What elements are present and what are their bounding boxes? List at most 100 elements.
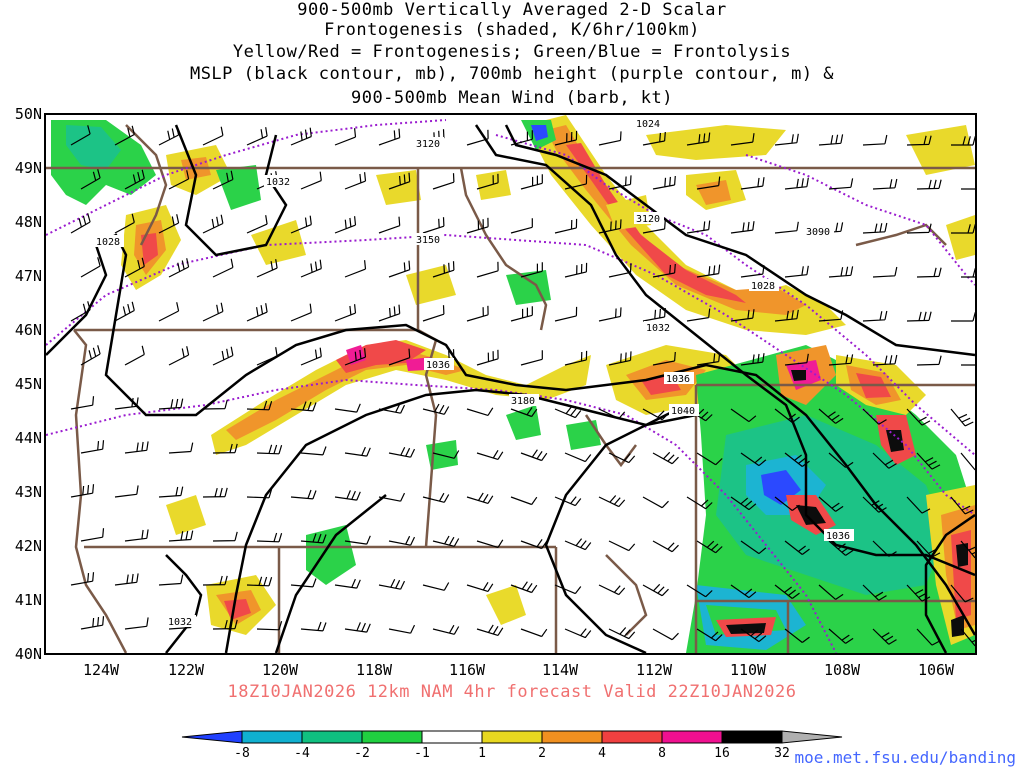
wind-barb bbox=[70, 484, 95, 498]
mslp-label-1024: 1024 bbox=[636, 119, 660, 130]
wind-barb bbox=[520, 628, 548, 638]
credit-link[interactable]: moe.met.fsu.edu/banding bbox=[794, 748, 1016, 767]
mslp-contour-1036-south bbox=[224, 388, 697, 653]
wind-barb bbox=[696, 176, 721, 190]
wind-barb bbox=[740, 265, 765, 278]
wind-barb bbox=[818, 584, 844, 600]
lon-label-106w: 106W bbox=[917, 661, 955, 679]
wind-barb bbox=[476, 349, 499, 366]
wind-barb bbox=[290, 489, 317, 500]
wind-barb bbox=[388, 446, 416, 458]
mslp-contour-1032-sw bbox=[165, 554, 203, 653]
colorbar-label-9: 16 bbox=[714, 746, 730, 761]
wind-barb bbox=[422, 305, 445, 322]
wind-barb bbox=[872, 354, 898, 366]
color-scale-bar bbox=[181, 730, 843, 744]
height-contour-3150 bbox=[46, 233, 975, 516]
wind-barb bbox=[608, 351, 632, 366]
wind-barb bbox=[476, 261, 499, 278]
wind-barb bbox=[686, 496, 713, 510]
wind-barb bbox=[906, 223, 932, 234]
wind-barb bbox=[740, 540, 767, 555]
colorbar-label-4: -1 bbox=[414, 746, 430, 761]
wind-barb bbox=[564, 538, 592, 551]
mslp-contour-1028 bbox=[504, 124, 975, 357]
wind-barb bbox=[598, 408, 626, 420]
wind-barb bbox=[124, 617, 149, 630]
wind-barb bbox=[202, 214, 224, 234]
wind-barb bbox=[554, 218, 578, 234]
wind-barb bbox=[378, 403, 406, 414]
height-label-3120-n: 3120 bbox=[416, 139, 440, 150]
wind-barb bbox=[158, 398, 184, 410]
lat-label-42n: 42N bbox=[14, 537, 42, 555]
wind-barb bbox=[686, 308, 711, 322]
wind-barb bbox=[212, 346, 234, 366]
border-canada-east bbox=[855, 223, 947, 247]
wind-barb bbox=[158, 486, 184, 498]
wind-barb bbox=[388, 172, 411, 190]
wind-barb bbox=[564, 262, 588, 278]
wind-barb bbox=[510, 581, 538, 594]
wind-barb bbox=[730, 133, 755, 146]
wind-barb bbox=[256, 444, 283, 455]
height-label-3180: 3180 bbox=[511, 396, 535, 407]
height-label-3120-e: 3120 bbox=[636, 214, 660, 225]
wind-barb bbox=[686, 220, 711, 234]
contour-labels: 1024 1032 1028 1028 1032 1036 1036 1040 … bbox=[94, 117, 854, 628]
wind-barb bbox=[432, 624, 460, 635]
wind-barb bbox=[124, 529, 149, 542]
wind-barb bbox=[290, 215, 312, 234]
wind-barb bbox=[564, 350, 588, 366]
wind-barb bbox=[70, 396, 95, 410]
wind-barb bbox=[344, 622, 371, 633]
wind-barb bbox=[300, 446, 327, 456]
mslp-label-1036-e: 1036 bbox=[666, 374, 690, 385]
wind-barb bbox=[862, 222, 888, 234]
mslp-label-1036-se: 1036 bbox=[826, 531, 850, 542]
puget-sound bbox=[125, 124, 168, 246]
lat-label-45n: 45N bbox=[14, 375, 42, 393]
wind-barb bbox=[916, 355, 942, 366]
wind-barb bbox=[951, 224, 975, 234]
wind-barb bbox=[961, 268, 975, 278]
wind-barb bbox=[202, 487, 228, 498]
wind-barb bbox=[784, 353, 809, 366]
wind-barb bbox=[872, 628, 897, 645]
colorbar-label-5: 1 bbox=[478, 746, 486, 761]
wind-barb bbox=[686, 132, 711, 146]
wind-barb bbox=[158, 214, 180, 234]
wind-barb bbox=[818, 310, 844, 322]
wind-barb bbox=[520, 262, 543, 278]
wind-barbs bbox=[70, 125, 975, 647]
wind-barb bbox=[642, 408, 669, 421]
wind-barb bbox=[476, 624, 504, 636]
height-contour-3120-west bbox=[46, 119, 447, 236]
wind-barb bbox=[740, 353, 765, 366]
height-label-3150: 3150 bbox=[416, 235, 440, 246]
title-line-3: Yellow/Red = Frontogenesis; Green/Blue =… bbox=[232, 42, 792, 62]
title-line-4: MSLP (black contour, mb), 700mb height (… bbox=[189, 64, 835, 84]
wind-barb bbox=[916, 540, 941, 558]
wind-barb bbox=[290, 303, 312, 322]
wind-barb bbox=[422, 492, 450, 503]
wind-barb bbox=[652, 263, 676, 278]
mslp-contour-1036 bbox=[474, 124, 975, 577]
wind-barb bbox=[862, 408, 887, 425]
wind-barb bbox=[466, 217, 489, 234]
wind-barb bbox=[378, 128, 401, 146]
wind-barb bbox=[246, 127, 268, 146]
wind-barb bbox=[608, 627, 636, 640]
colorbar-label-2: -4 bbox=[294, 746, 310, 761]
lat-label-47n: 47N bbox=[14, 267, 42, 285]
wind-barb bbox=[774, 496, 800, 511]
forecast-valid-line: 18Z10JAN2026 12km NAM 4hr forecast Valid… bbox=[227, 682, 797, 702]
wind-barb bbox=[378, 578, 406, 590]
height-contour-3090 bbox=[745, 154, 975, 286]
mslp-contour-sw bbox=[274, 494, 387, 653]
lat-label-50n: 50N bbox=[14, 105, 42, 123]
wind-barb bbox=[422, 582, 450, 591]
wind-barb bbox=[951, 136, 975, 146]
colorbar-segment-7 bbox=[601, 730, 663, 744]
lake-shore bbox=[605, 554, 648, 636]
